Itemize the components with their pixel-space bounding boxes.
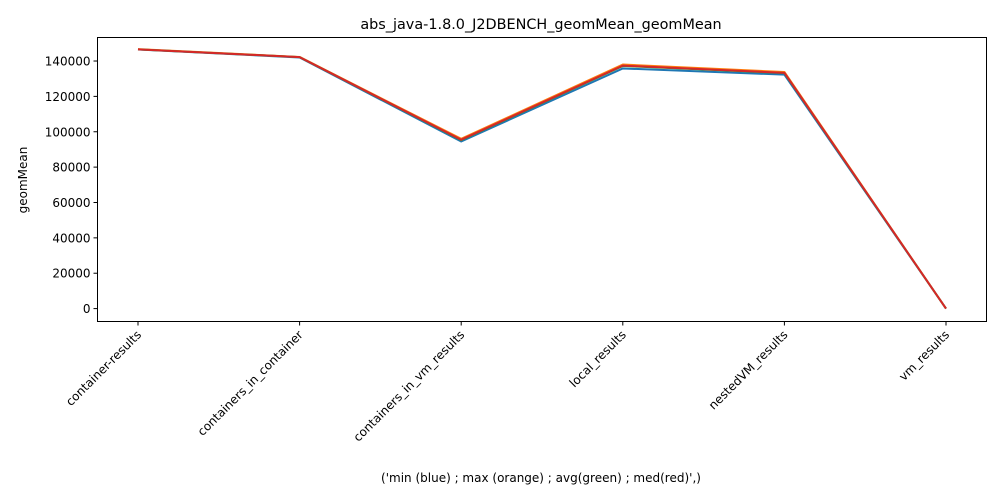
x-tick-label: container-results <box>63 328 144 409</box>
series-line-1 <box>137 48 947 310</box>
x-tick-label: vm_results <box>896 328 952 384</box>
series-line-3 <box>137 48 947 310</box>
y-tick-label: 140000 <box>45 55 91 69</box>
y-tick-label: 100000 <box>45 125 91 139</box>
y-tick-label: 20000 <box>52 267 90 281</box>
y-axis-ticks: 0 20000 40000 60000 80000 100000 120000 140000 <box>45 55 98 316</box>
chart-title: abs_java-1.8.0_J2DBENCH_geomMean_geomMea… <box>360 17 721 33</box>
series-layer <box>137 48 947 310</box>
series-line-0 <box>137 48 947 310</box>
x-tick-label: nestedVM_results <box>706 328 791 413</box>
x-axis-label: ('min (blue) ; max (orange) ; avg(green)… <box>381 471 701 485</box>
y-axis-label: geomMean <box>16 147 30 214</box>
x-tick-label: local_results <box>567 328 629 390</box>
series-line-2 <box>137 48 947 310</box>
y-tick-label: 120000 <box>45 90 91 104</box>
x-axis-ticks: container-results containers_in_container… <box>63 321 952 445</box>
y-tick-label: 80000 <box>52 161 90 175</box>
plot-frame <box>97 37 987 322</box>
x-tick-label: containers_in_vm_results <box>351 328 468 445</box>
y-tick-label: 40000 <box>52 231 90 245</box>
y-tick-label: 0 <box>83 302 91 316</box>
y-tick-label: 60000 <box>52 196 90 210</box>
x-tick-label: containers_in_container <box>195 328 306 439</box>
